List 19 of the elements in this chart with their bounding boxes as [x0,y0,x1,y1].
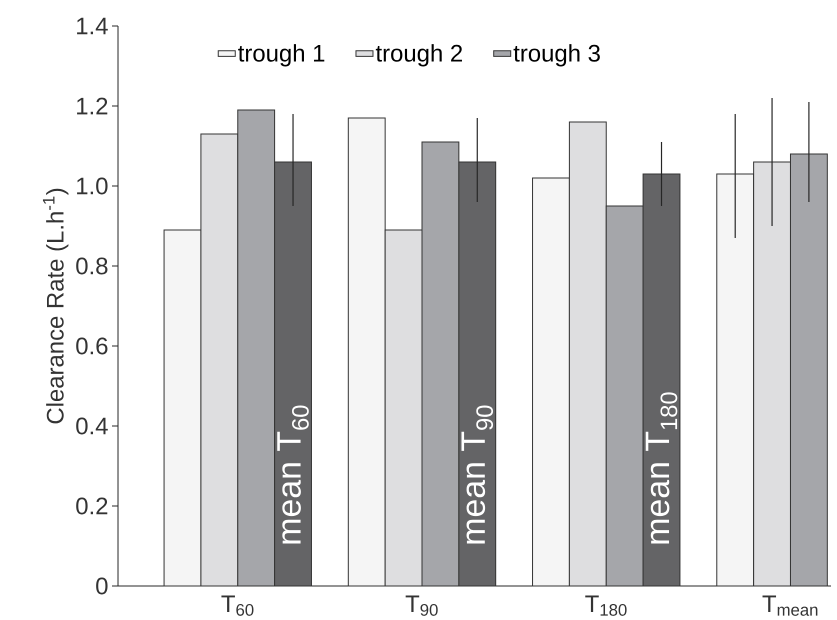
annotation: mean T$_{60}$ [277,406,309,544]
annotation: mean T$_{180}$ [646,392,678,544]
y-axis-title: Clearance Rate (L.h$^{-1}$) [42,188,68,424]
x-tick-label: T$_{60}$ [221,596,254,616]
legend-label: trough 2 [376,44,462,66]
y-tick-label: 1.2 [77,98,108,114]
y-tick-label: 1.4 [77,18,108,34]
legend-label: trough 1 [238,44,324,66]
y-tick-label: 0.2 [76,498,108,514]
y-tick-label: 0.4 [76,418,108,434]
legend-label: trough 3 [514,44,600,66]
annotation: mean T$_{90}$ [461,406,494,544]
y-tick-label: 0.6 [76,338,108,354]
y-tick-label: 1.0 [77,178,108,194]
x-tick-label: T$_{180}$ [585,596,627,616]
x-tick-label: T$_{mean}$ [762,596,818,616]
x-tick-label: T$_{90}$ [406,596,438,616]
y-tick-label: 0 [96,578,108,594]
y-tick-label: 0.8 [76,258,108,274]
